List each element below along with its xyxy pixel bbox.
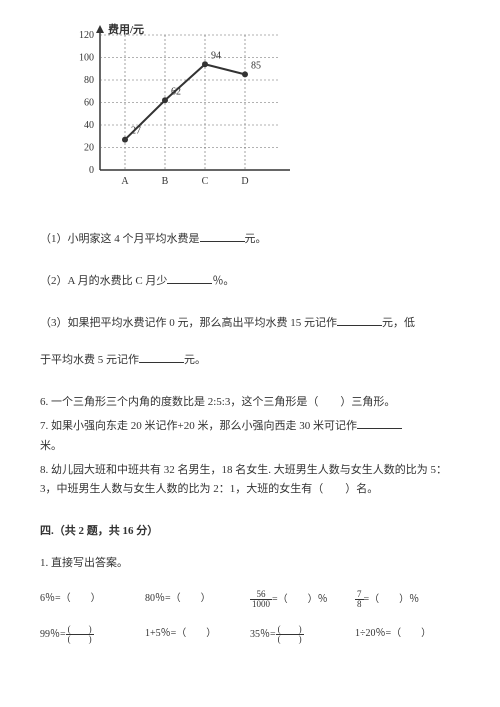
q3-text-b: 元，低	[382, 317, 415, 329]
paren-fraction: ( )( )	[276, 625, 304, 644]
svg-text:40: 40	[84, 120, 94, 131]
q3-text-d: 元。	[184, 354, 206, 366]
q3-text-a: （3）如果把平均水费记作 0 元，那么高出平均水费 15 元记作	[40, 317, 337, 329]
svg-text:94: 94	[211, 50, 221, 61]
svg-text:80: 80	[84, 75, 94, 86]
svg-text:B: B	[162, 176, 169, 187]
svg-text:100: 100	[79, 53, 94, 64]
fraction: 561000	[250, 590, 272, 609]
blank	[200, 230, 245, 242]
question-6: 6. 一个三角形三个内角的度数比是 2:5:3，这个三角形是（ ）三角形。	[40, 393, 460, 413]
q2-text-a: （2）A 月的水费比 C 月少	[40, 275, 167, 287]
calc-row-1: 6％=（ ） 80％=（ ） 561000=（ ）％ 78=（ ）％	[40, 590, 460, 609]
sub-question-1: 1. 直接写出答案。	[40, 554, 460, 574]
q2-text-b: ％。	[212, 275, 234, 287]
blank	[337, 314, 382, 326]
svg-text:A: A	[121, 176, 129, 187]
calc-item: 78=（ ）％	[355, 590, 460, 609]
svg-text:85: 85	[251, 60, 261, 71]
calc-item: 80％=（ ）	[145, 590, 250, 609]
line-chart: 0 20 40 60 80 100 120 费用/元 A B C D 月份 27 62 94 85	[60, 20, 460, 200]
svg-text:D: D	[241, 176, 248, 187]
blank	[167, 272, 212, 284]
question-2: （2）A 月的水费比 C 月少 ％。	[40, 272, 460, 292]
blank	[139, 351, 184, 363]
q1-text-b: 元。	[245, 233, 267, 245]
svg-text:20: 20	[84, 143, 94, 154]
svg-text:C: C	[202, 176, 209, 187]
question-8: 8. 幼儿园大班和中班共有 32 名男生，18 名女生. 大班男生人数与女生人数…	[40, 461, 460, 501]
calc-item: 1+5％=（ ）	[145, 625, 250, 644]
question-3: （3）如果把平均水费记作 0 元，那么高出平均水费 15 元记作 元，低 于平均水…	[40, 314, 460, 372]
fraction: 78	[355, 590, 364, 609]
svg-text:费用/元: 费用/元	[108, 22, 144, 36]
question-1: （1）小明家这 4 个月平均水费是 元。	[40, 230, 460, 250]
calc-item: 35％=( )( )	[250, 625, 355, 644]
calc-row-2: 99％=( )( ) 1+5％=（ ） 35％=( )( ) 1÷20％=（ ）	[40, 625, 460, 644]
svg-text:120: 120	[79, 30, 94, 41]
q7-text-a: 7. 如果小强向东走 20 米记作+20 米，那么小强向西走 30 米可记作	[40, 420, 357, 432]
svg-text:62: 62	[171, 86, 181, 97]
svg-text:60: 60	[84, 98, 94, 109]
calc-item: 6％=（ ）	[40, 590, 145, 609]
question-7: 7. 如果小强向东走 20 米记作+20 米，那么小强向西走 30 米可记作 米…	[40, 417, 460, 457]
q1-text-a: （1）小明家这 4 个月平均水费是	[40, 233, 200, 245]
svg-text:月份: 月份	[289, 173, 290, 187]
svg-text:27: 27	[131, 126, 141, 137]
section-4-header: 四.（共 2 题，共 16 分）	[40, 522, 460, 542]
q7-text-b: 米。	[40, 440, 62, 452]
calc-item: 561000=（ ）％	[250, 590, 355, 609]
svg-text:0: 0	[89, 165, 94, 176]
paren-fraction: ( )( )	[66, 625, 94, 644]
calc-item: 1÷20％=（ ）	[355, 625, 460, 644]
calc-item: 99％=( )( )	[40, 625, 145, 644]
blank	[357, 417, 402, 429]
q3-text-c: 于平均水费 5 元记作	[40, 354, 139, 366]
